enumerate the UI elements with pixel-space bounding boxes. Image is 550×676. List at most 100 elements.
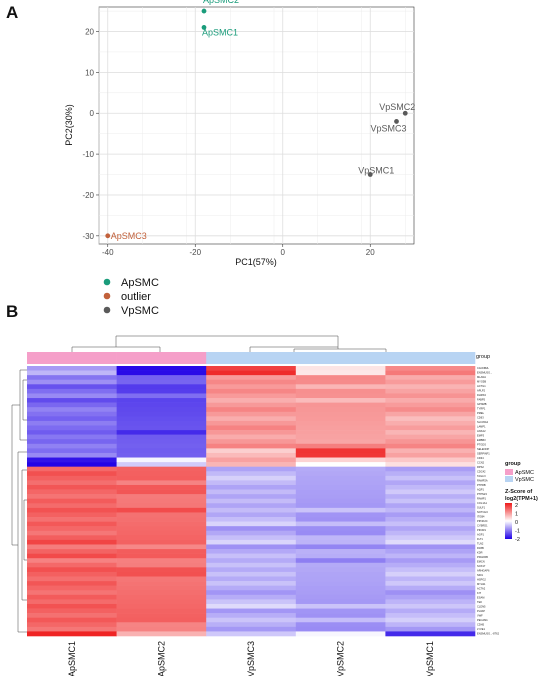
row-dendro-sub1: [22, 379, 27, 421]
row-label: CCN2: [477, 461, 485, 465]
heatmap-cell: [295, 571, 386, 577]
heatmap-cell: [295, 489, 386, 495]
heatmap-cell: [385, 420, 476, 426]
panel-a-label: A: [6, 3, 18, 22]
heatmap-cell: [27, 549, 117, 554]
heatmap-cell: [295, 526, 386, 532]
heatmap-cell: [27, 430, 117, 435]
column-label-vpsmc1: VpSMC1: [425, 641, 435, 676]
group-annotation-bar: [27, 352, 476, 364]
heatmap-cell: [206, 420, 297, 426]
heatmap-cell: [206, 613, 297, 618]
heatmap-cell: [27, 457, 117, 463]
row-label: RAMP1: [477, 497, 486, 501]
heatmap-cell: [27, 613, 117, 618]
group-annotation-label: group: [476, 354, 490, 360]
heatmap-cell: [27, 466, 117, 472]
heatmap-cell: [385, 375, 476, 381]
heatmap-cell: [206, 379, 297, 385]
heatmap-cell: [385, 571, 476, 577]
pca-point-vpsmc2: [402, 110, 408, 116]
heatmap-cell: [27, 425, 117, 431]
heatmap-row-labels: CACNB2LENSMUSG...MLANAMYO5BACTG1APLP2DHR…: [477, 366, 500, 636]
row-label: FLT1: [477, 537, 483, 541]
group-legend-swatch-vpsmc: [505, 476, 513, 482]
heatmap-cell: [27, 411, 117, 417]
pca-point-label-apsmc1: ApSMC1: [202, 27, 238, 37]
heatmap-cell: [116, 388, 207, 394]
heatmap-cell: [27, 558, 117, 564]
heatmap-cell: [295, 626, 386, 632]
heatmap-cell: [27, 398, 117, 403]
row-label: ERBB3: [477, 438, 486, 442]
row-label: TYRP1: [477, 407, 486, 411]
heatmap-cell: [116, 434, 207, 440]
heatmap-cell: [385, 388, 476, 394]
heatmap-cell: [116, 452, 207, 458]
heatmap-cell: [206, 457, 297, 463]
heatmap-cell: [385, 558, 476, 564]
heatmap-cell: [116, 599, 207, 605]
pca-grid: [98, 7, 414, 244]
group-bar-apsmc1: [27, 352, 117, 364]
row-label: ARHGAP6: [477, 569, 490, 573]
heatmap-cell: [385, 494, 476, 500]
heatmap-cell: [206, 553, 297, 559]
y-tick-label: 20: [85, 28, 94, 37]
heatmap-cell: [295, 430, 386, 435]
row-label: LAMP1: [477, 425, 486, 429]
heatmap-cell: [206, 480, 297, 486]
zscore-color-scale: [505, 503, 512, 539]
heatmap-cell: [27, 489, 117, 495]
y-tick-label: 10: [85, 68, 94, 77]
group-legend-title: group: [505, 461, 521, 467]
row-label: ENSMUSG...-8T62: [477, 632, 500, 636]
heatmap-cell: [385, 462, 476, 467]
x-tick-label: 20: [366, 248, 375, 257]
heatmap-cell: [116, 590, 207, 596]
heatmap-cell: [295, 366, 386, 371]
row-label: FABP5: [477, 398, 486, 402]
heatmap-cell: [116, 553, 207, 559]
heatmap-cell: [116, 471, 207, 477]
row-label: PTPN23: [477, 492, 487, 496]
heatmap-cell: [295, 594, 386, 600]
heatmap-cell: [385, 503, 476, 509]
heatmap-cell: [385, 567, 476, 573]
zscore-tick-label: 1: [515, 512, 518, 518]
zscore-tick-label: 0: [515, 520, 518, 526]
heatmap-cell: [295, 558, 386, 564]
row-label: ACTG1: [477, 384, 486, 388]
row-label: TLN2: [477, 542, 484, 546]
heatmap-cell: [27, 462, 117, 467]
heatmap-cell: [295, 549, 386, 554]
pca-point-apsmc3: [105, 233, 111, 239]
heatmap-cell: [206, 375, 297, 381]
heatmap-cell: [27, 498, 117, 504]
heatmap-cell: [116, 443, 207, 449]
row-label: MYO5B: [477, 380, 486, 384]
row-dendro-sub2: [21, 469, 27, 601]
heatmap-cell: [385, 581, 476, 586]
heatmap-cell: [116, 617, 207, 623]
heatmap-cell: [27, 402, 117, 408]
heatmap-cell: [116, 507, 207, 513]
heatmap-cell: [116, 366, 207, 371]
heatmap-cell: [206, 466, 297, 472]
heatmap-cell: [206, 539, 297, 545]
column-dendrogram: [71, 335, 387, 352]
heatmap-cell: [385, 517, 476, 522]
row-label: ACTA2: [477, 587, 486, 591]
heatmap-cell: [295, 608, 386, 614]
heatmap-cell: [385, 530, 476, 536]
heatmap-cell: [116, 530, 207, 536]
heatmap-cell: [295, 521, 386, 527]
heatmap-cell: [385, 466, 476, 472]
legend-label-vpsmc: VpSMC: [121, 305, 159, 317]
heatmap-cell: [295, 507, 386, 513]
heatmap-cell: [385, 480, 476, 486]
heatmap-cell: [27, 448, 117, 454]
zscore-legend-title-2: log2(TPM+1): [505, 496, 538, 502]
row-dendrogram: [11, 369, 27, 633]
heatmap-cell: [27, 484, 117, 490]
